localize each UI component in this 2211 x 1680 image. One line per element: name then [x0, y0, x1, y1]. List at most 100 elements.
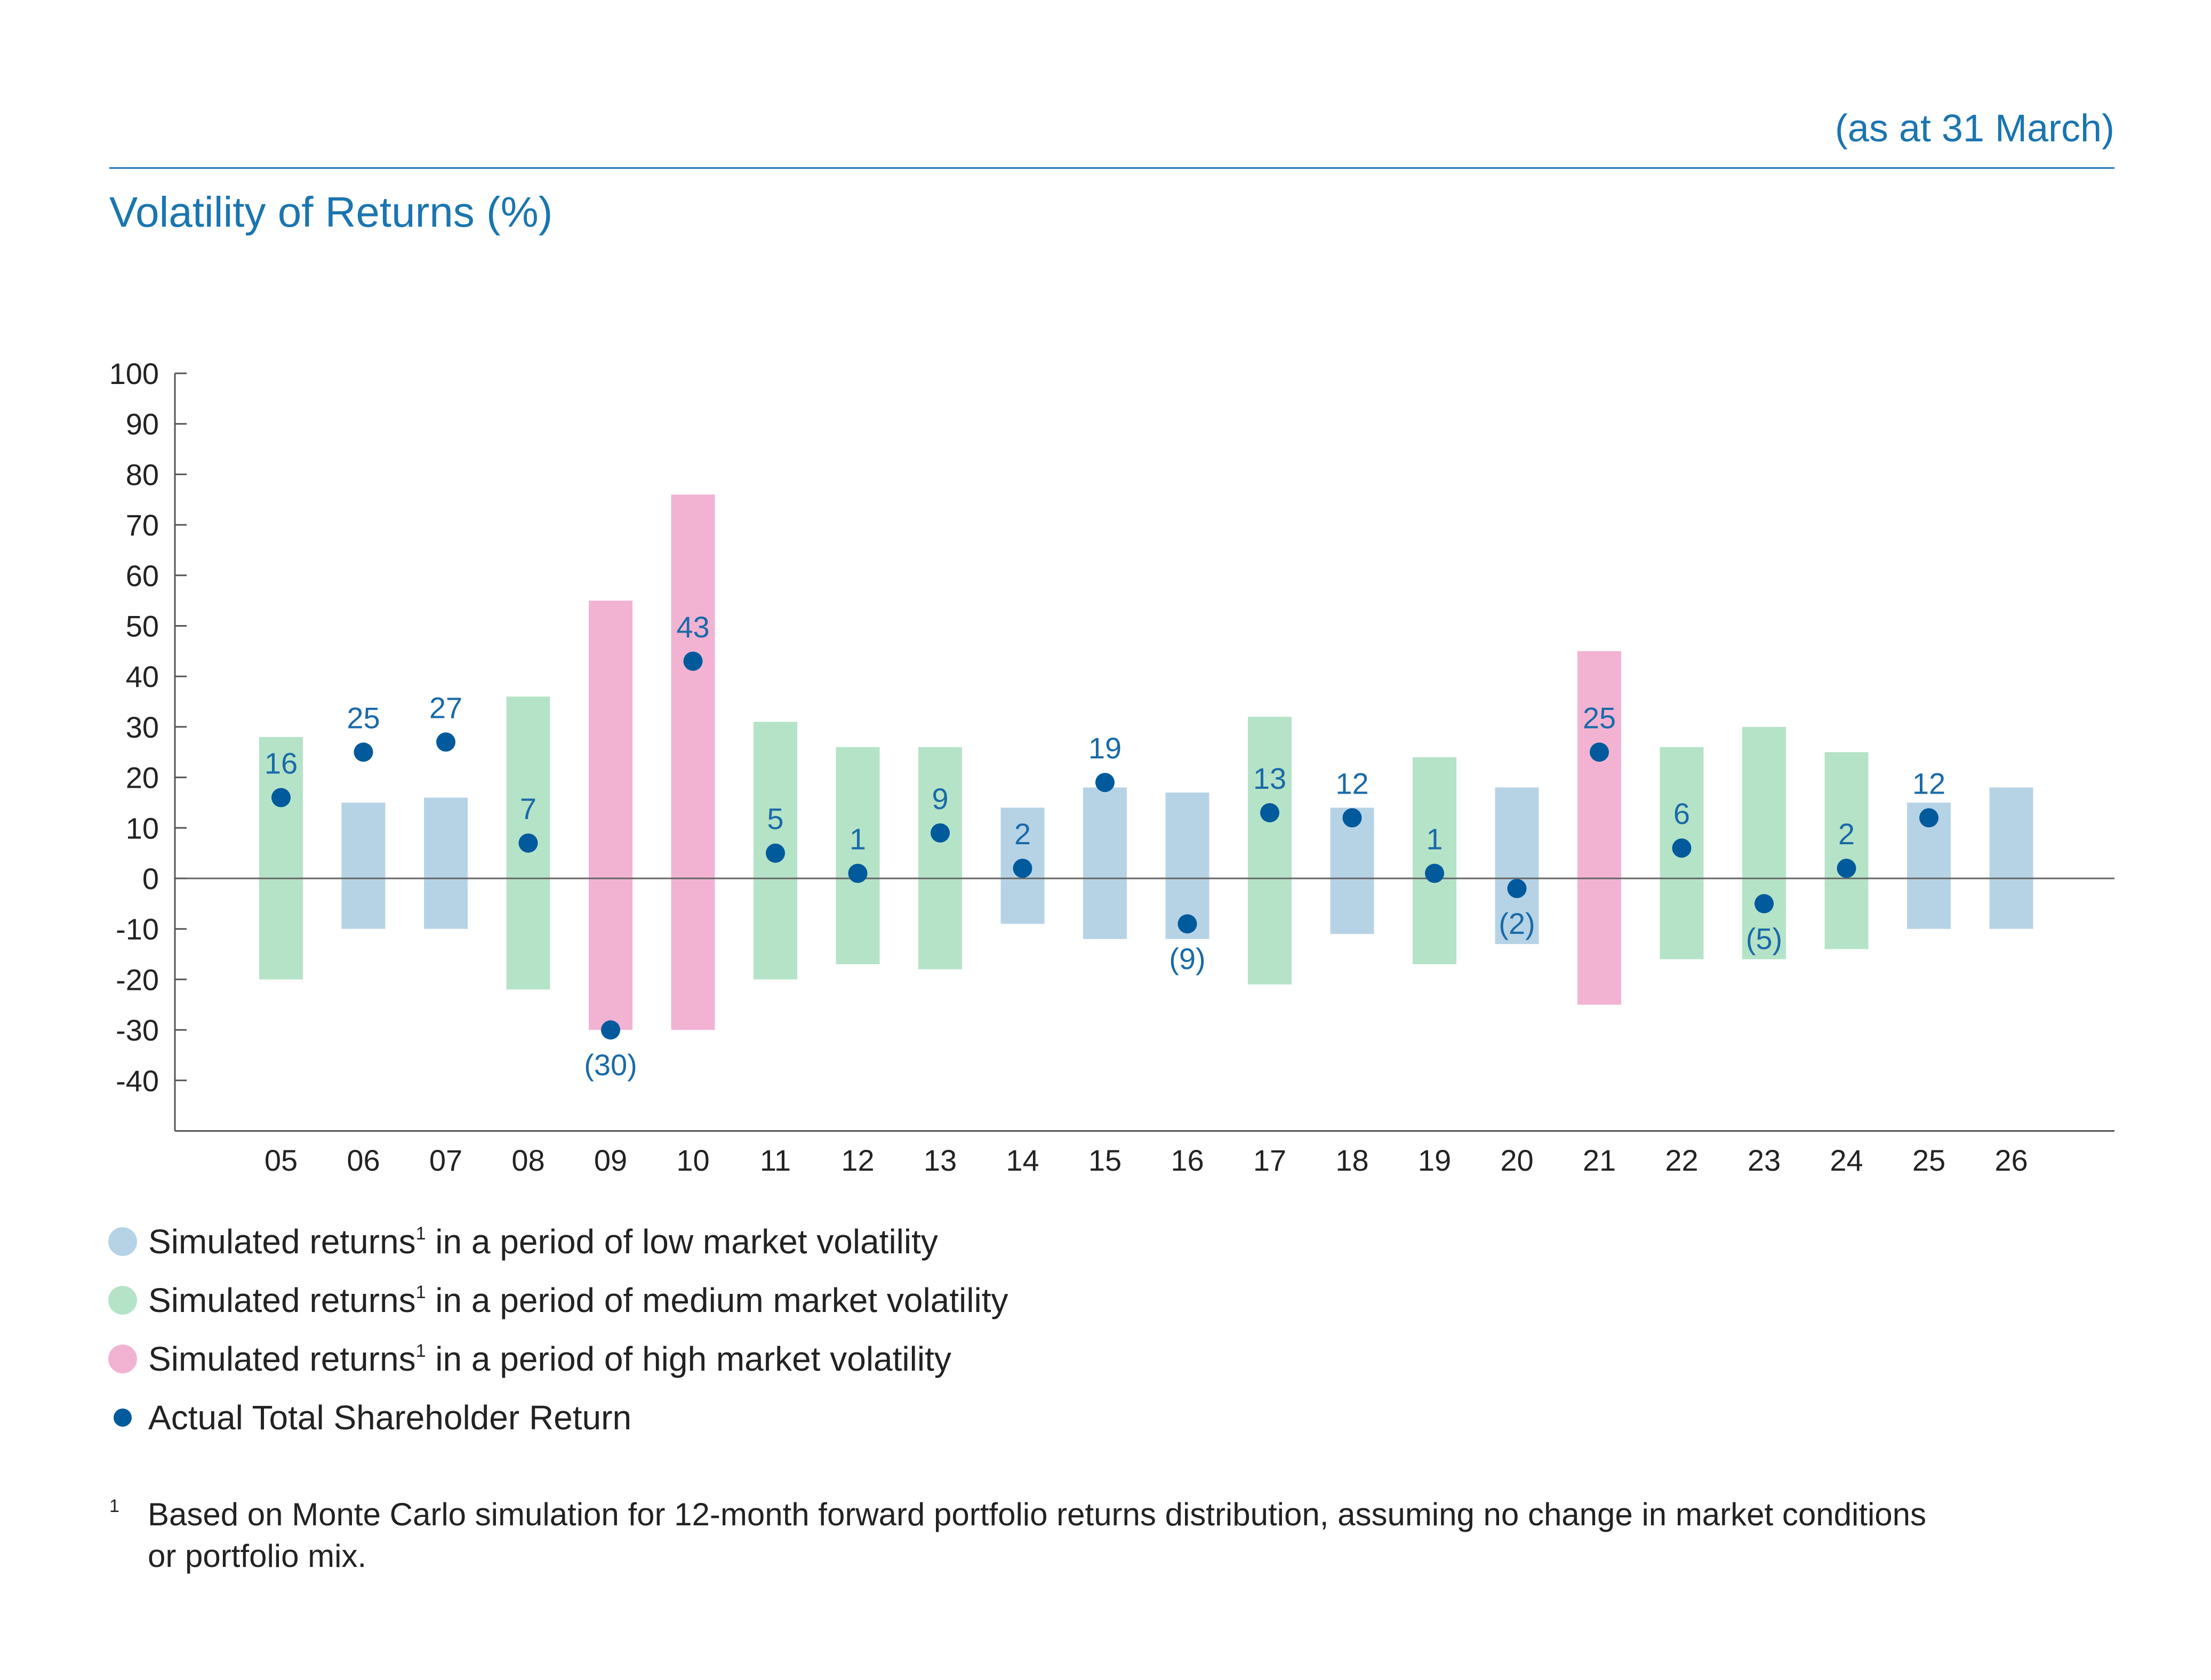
y-tick-label: 20 — [126, 761, 159, 795]
x-tick-label-17: 17 — [1253, 1143, 1286, 1177]
tsr-label-14: 2 — [1014, 817, 1031, 851]
footnote-mark: 1 — [109, 1496, 119, 1516]
y-tick-label: 80 — [126, 458, 159, 491]
tsr-label-13: 9 — [932, 782, 948, 815]
tsr-label-16: (9) — [1169, 942, 1205, 975]
tsr-point-05 — [271, 788, 291, 807]
tsr-point-18 — [1342, 808, 1362, 828]
tsr-point-08 — [518, 833, 538, 853]
range-bar-23-medium — [1742, 726, 1786, 959]
tsr-point-15 — [1095, 773, 1115, 793]
tsr-label-22: 6 — [1673, 797, 1690, 830]
range-bar-15-low — [1083, 787, 1127, 939]
x-tick-label-24: 24 — [1830, 1143, 1863, 1177]
range-bar-20-low — [1495, 787, 1539, 945]
tsr-point-25 — [1919, 808, 1938, 828]
y-tick-label: 0 — [142, 862, 159, 895]
tsr-label-20: (2) — [1499, 907, 1535, 940]
tsr-label-24: 2 — [1838, 817, 1855, 851]
range-bar-21-high — [1577, 651, 1621, 1005]
x-tick-label-13: 13 — [924, 1143, 957, 1177]
tsr-label-07: 27 — [429, 691, 462, 724]
x-tick-label-08: 08 — [511, 1143, 544, 1177]
y-tick-label: 10 — [126, 811, 159, 845]
legend-marker-low — [108, 1227, 137, 1256]
range-bar-17-medium — [1248, 716, 1292, 985]
tsr-label-19: 1 — [1426, 822, 1443, 856]
y-tick-label: -20 — [116, 963, 159, 996]
tsr-label-25: 12 — [1912, 766, 1945, 800]
y-tick-label: 90 — [126, 407, 159, 441]
footnote: 1 Based on Monte Carlo simulation for 12… — [109, 1496, 1926, 1574]
range-bar-18-low — [1330, 807, 1374, 934]
range-bar-05-medium — [259, 737, 303, 980]
x-tick-label-09: 09 — [594, 1143, 627, 1177]
x-tick-label-26: 26 — [1994, 1143, 2028, 1177]
legend-label-point: Actual Total Shareholder Return — [148, 1398, 631, 1437]
x-tick-label-16: 16 — [1171, 1143, 1204, 1177]
legend-marker-medium — [108, 1286, 137, 1315]
tsr-label-11: 5 — [767, 802, 783, 836]
y-tick-label: 40 — [126, 660, 159, 693]
tsr-point-13 — [931, 823, 950, 843]
range-bar-24-medium — [1824, 752, 1869, 949]
range-bar-06-low — [341, 802, 386, 929]
tsr-point-14 — [1013, 859, 1032, 878]
x-tick-label-21: 21 — [1583, 1143, 1616, 1177]
x-tick-label-07: 07 — [429, 1143, 462, 1177]
x-tick-label-23: 23 — [1748, 1143, 1781, 1177]
x-tick-label-10: 10 — [676, 1143, 709, 1177]
x-tick-label-25: 25 — [1912, 1143, 1945, 1177]
tsr-point-19 — [1425, 863, 1444, 883]
tsr-point-17 — [1260, 803, 1279, 822]
tsr-point-16 — [1177, 914, 1197, 934]
range-bar-13-medium — [918, 747, 962, 970]
range-bars — [259, 494, 2033, 1030]
tsr-point-11 — [766, 843, 785, 863]
tsr-label-06: 25 — [347, 701, 380, 734]
x-tick-label-20: 20 — [1500, 1143, 1533, 1177]
tsr-point-10 — [683, 651, 703, 671]
legend: Simulated returns1 in a period of low ma… — [108, 1222, 1008, 1437]
x-tick-label-06: 06 — [347, 1143, 380, 1177]
tsr-point-12 — [848, 863, 868, 883]
tsr-point-21 — [1590, 742, 1609, 762]
x-tick-label-15: 15 — [1088, 1143, 1121, 1177]
chart-subtitle: (as at 31 March) — [1835, 107, 2114, 150]
tsr-point-20 — [1507, 878, 1527, 898]
legend-marker-high — [108, 1345, 137, 1373]
chart-title: Volatility of Returns (%) — [109, 188, 552, 236]
tsr-label-10: 43 — [676, 610, 709, 644]
tsr-label-05: 16 — [265, 746, 298, 780]
tsr-label-23: (5) — [1746, 922, 1782, 955]
legend-label-medium: Simulated returns1 in a period of medium… — [148, 1281, 1008, 1319]
footnote-line-1: Based on Monte Carlo simulation for 12-m… — [148, 1497, 1926, 1532]
legend-label-low: Simulated returns1 in a period of low ma… — [148, 1222, 938, 1261]
tsr-point-09 — [601, 1020, 620, 1040]
tsr-label-18: 12 — [1335, 766, 1368, 800]
tsr-point-07 — [436, 732, 455, 752]
footnote-line-2: or portfolio mix. — [148, 1538, 366, 1574]
y-tick-label: -30 — [116, 1013, 159, 1047]
tsr-point-24 — [1837, 859, 1856, 878]
y-tick-label: 50 — [126, 610, 159, 643]
x-tick-label-05: 05 — [265, 1143, 298, 1177]
x-tick-label-18: 18 — [1335, 1143, 1368, 1177]
x-tick-label-22: 22 — [1665, 1143, 1698, 1177]
legend-label-high: Simulated returns1 in a period of high m… — [148, 1340, 951, 1378]
tsr-label-17: 13 — [1253, 762, 1286, 795]
legend-marker-point — [114, 1409, 132, 1427]
range-bar-09-high — [589, 601, 632, 1030]
y-tick-label: -40 — [116, 1064, 159, 1098]
tsr-label-15: 19 — [1088, 731, 1121, 765]
y-tick-label: 100 — [109, 357, 159, 390]
range-bar-10-high — [671, 494, 715, 1030]
tsr-label-09: (30) — [584, 1048, 637, 1082]
tsr-label-21: 25 — [1583, 701, 1616, 734]
y-tick-label: 60 — [126, 559, 159, 593]
range-bar-07-low — [424, 797, 468, 929]
